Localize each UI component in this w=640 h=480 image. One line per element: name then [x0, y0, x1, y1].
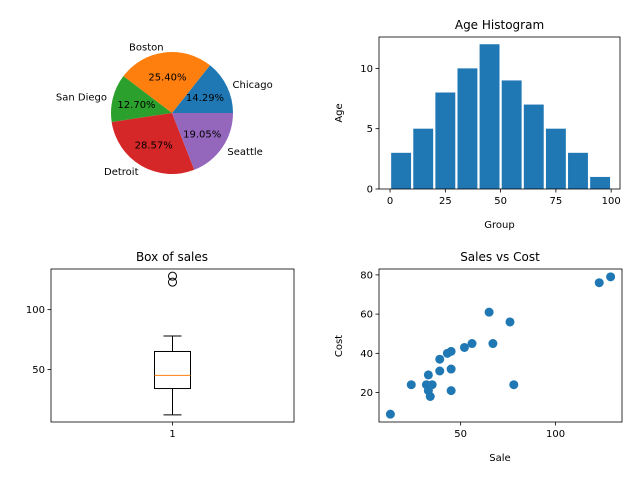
- pie-slice-chicago: [172, 65, 233, 113]
- histogram-x-tick-label: 75: [550, 196, 563, 207]
- boxplot-elements: [154, 271, 191, 416]
- scatter-point: [606, 272, 616, 282]
- scatter-point: [427, 380, 437, 390]
- scatter-axes-frame: [378, 268, 623, 423]
- scatter-point: [509, 380, 519, 390]
- histogram-bars: [391, 44, 611, 189]
- pie-slice-san-diego: [110, 76, 172, 123]
- pie-slice-boston: [123, 52, 211, 113]
- scatter-point: [406, 380, 416, 390]
- histogram-y-tick-label: 10: [360, 64, 373, 75]
- histogram-bar: [501, 80, 522, 189]
- histogram-y-label: Age: [334, 103, 345, 122]
- pie-percent-label: 14.29%: [186, 93, 224, 104]
- histogram-y-tick-label: 5: [367, 124, 373, 135]
- scatter-y-tick-label: 60: [360, 310, 373, 321]
- histogram-x-tick-label: 50: [494, 196, 507, 207]
- pie-percent-label: 12.70%: [117, 100, 155, 111]
- histogram-bar: [523, 104, 544, 189]
- boxplot-y-tick-label: 50: [32, 365, 45, 376]
- pie-percent-label: 19.05%: [183, 130, 221, 141]
- histogram-x-label: Group: [484, 220, 514, 231]
- scatter-x-label: Sale: [489, 453, 510, 464]
- histogram-bar: [457, 68, 478, 189]
- scatter-title: Sales vs Cost: [460, 250, 540, 264]
- histogram-bar: [391, 152, 412, 189]
- histogram-x-tick-label: 100: [602, 196, 621, 207]
- pie-slices: [110, 52, 233, 174]
- pie-chart: Chicago 14.29% Boston 25.40% San Diego 12.70%…: [56, 42, 273, 178]
- scatter-chart: Sales vs Cost 50 100 20 40 60 80 Sale Cost: [334, 250, 623, 464]
- scatter-point: [467, 339, 477, 349]
- pie-percent-label: 28.57%: [135, 141, 173, 152]
- boxplot-outlier: [168, 277, 177, 287]
- histogram-title: Age Histogram: [455, 18, 544, 32]
- scatter-point: [435, 366, 445, 376]
- scatter-point: [484, 307, 494, 317]
- pie-category-label: Boston: [129, 42, 164, 53]
- pie-slice-detroit: [111, 113, 195, 174]
- scatter-point: [446, 364, 456, 374]
- scatter-point: [446, 386, 456, 396]
- histogram-x-tick-label: 25: [439, 196, 452, 207]
- scatter-point: [446, 346, 456, 356]
- pie-category-label: San Diego: [56, 93, 107, 104]
- histogram-axes-frame: [378, 36, 621, 190]
- pie-labels: Chicago 14.29% Boston 25.40% San Diego 12.70%…: [56, 42, 273, 178]
- histogram-y-tick-label: 0: [367, 185, 373, 196]
- histogram-bar: [545, 128, 566, 189]
- scatter-y-tick-label: 80: [360, 270, 373, 281]
- histogram-x-ticks: 0 25 50 75 100: [387, 189, 621, 207]
- histogram-bar: [479, 44, 500, 189]
- histogram-y-ticks: 0 5 10: [360, 64, 379, 196]
- histogram-x-tick-label: 0: [387, 196, 393, 207]
- histogram-bar: [590, 176, 611, 189]
- boxplot-title: Box of sales: [136, 250, 208, 264]
- scatter-y-tick-label: 20: [360, 388, 373, 399]
- scatter-point: [385, 409, 395, 419]
- boxplot-y-ticks: 50 100: [26, 305, 51, 376]
- scatter-x-tick-label: 50: [454, 429, 467, 440]
- scatter-x-tick-label: 100: [546, 429, 565, 440]
- histogram-bar: [435, 92, 456, 189]
- pie-category-label: Seattle: [227, 147, 262, 158]
- histogram-bar: [568, 152, 588, 189]
- scatter-point: [423, 370, 433, 380]
- histogram-chart: Age Histogram 0 25 50 75 100 0 5 10 Group Age: [334, 18, 621, 231]
- scatter-point: [488, 339, 498, 349]
- boxplot-box: [154, 350, 191, 390]
- scatter-y-tick-label: 40: [360, 349, 373, 360]
- scatter-y-ticks: 20 40 60 80: [360, 270, 379, 399]
- scatter-x-ticks: 50 100: [454, 422, 565, 440]
- scatter-y-label: Cost: [334, 335, 345, 357]
- scatter-point: [459, 342, 469, 352]
- scatter-point: [594, 278, 604, 288]
- boxplot-outlier: [168, 271, 177, 281]
- scatter-point: [505, 317, 515, 327]
- pie-category-label: Detroit: [104, 167, 139, 178]
- pie-slice-seattle: [172, 113, 233, 170]
- scatter-point: [425, 392, 435, 401]
- pie-percent-label: 25.40%: [148, 73, 186, 84]
- boxplot-x-ticks: 1: [169, 422, 176, 440]
- scatter-points: [385, 272, 616, 419]
- pie-category-label: Chicago: [233, 80, 273, 91]
- boxplot-chart: Box of sales 50 100 1: [26, 250, 295, 440]
- boxplot-y-tick-label: 100: [26, 305, 45, 316]
- histogram-bar: [413, 128, 434, 189]
- scatter-point: [435, 354, 445, 364]
- boxplot-x-tick-label: 1: [169, 429, 175, 440]
